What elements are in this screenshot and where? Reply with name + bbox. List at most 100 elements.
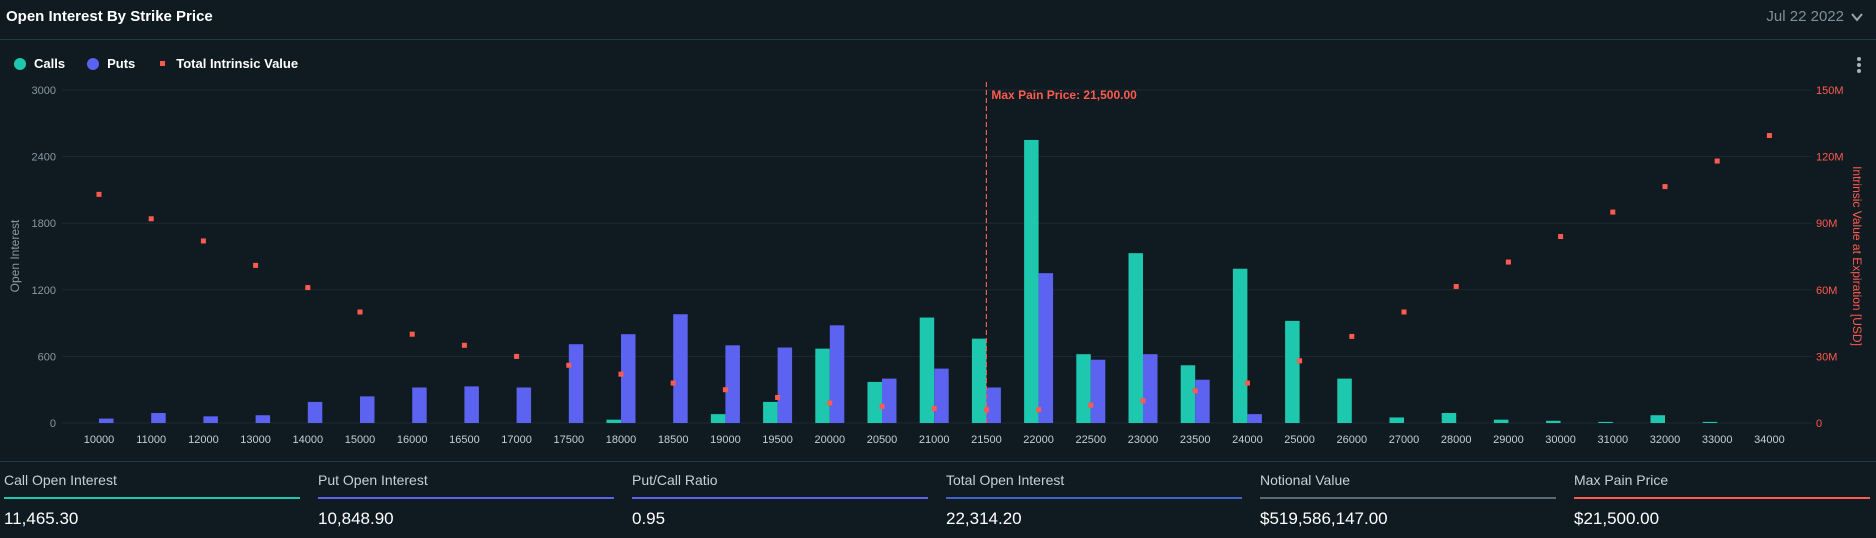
call-bar: [763, 401, 778, 423]
stat-label: Put/Call Ratio: [632, 472, 718, 488]
intrinsic-point: [879, 403, 885, 409]
call-bar: [1128, 253, 1143, 423]
intrinsic-point: [1244, 380, 1250, 386]
chart-title: Open Interest By Strike Price: [6, 8, 213, 25]
put-bar: [99, 418, 114, 423]
y2-tick-label: 90M: [1816, 218, 1837, 230]
stat-value: 0.95: [632, 509, 666, 528]
call-bar: [1546, 420, 1561, 423]
call-bar: [1024, 139, 1039, 423]
call-bar: [1232, 268, 1248, 423]
max-pain-label: Max Pain Price: 21,500.00: [991, 88, 1137, 102]
stat-underline: [1574, 497, 1870, 499]
x-tick-label: 28000: [1441, 434, 1472, 446]
stat-value: $519,586,147.00: [1260, 509, 1388, 528]
call-bar: [606, 419, 621, 423]
more-options-icon[interactable]: [1856, 57, 1862, 75]
stat-underline: [632, 497, 928, 499]
x-tick-label: 16000: [397, 434, 428, 446]
x-tick-label: 10000: [84, 434, 115, 446]
y2-tick-label: 120M: [1816, 152, 1844, 164]
x-tick-label: 27000: [1389, 434, 1420, 446]
x-tick-label: 22000: [1023, 434, 1054, 446]
put-bar: [1090, 359, 1106, 423]
intrinsic-point: [253, 262, 259, 268]
x-tick-label: 26000: [1337, 434, 1368, 446]
intrinsic-point: [1714, 158, 1720, 164]
stat-call-open-interest: Call Open Interest 11,465.30: [4, 462, 300, 538]
intrinsic-point: [1036, 407, 1042, 413]
y-axis-label: Open Interest: [8, 219, 22, 292]
stat-label: Put Open Interest: [318, 472, 428, 488]
stat-label: Total Open Interest: [946, 472, 1065, 488]
date-selector[interactable]: Jul 22 2022: [1766, 8, 1864, 25]
put-bar: [934, 368, 949, 423]
x-tick-label: 18000: [606, 434, 637, 446]
put-bar: [1143, 354, 1158, 423]
call-bar: [867, 381, 882, 423]
intrinsic-point: [931, 406, 937, 412]
put-bar: [412, 387, 427, 423]
call-bar: [971, 338, 987, 423]
intrinsic-point: [148, 216, 154, 222]
legend-label-calls: Calls: [34, 56, 66, 71]
stat-value: $21,500.00: [1574, 509, 1660, 528]
call-bar: [815, 348, 830, 423]
intrinsic-point: [1610, 209, 1616, 215]
stat-label: Call Open Interest: [4, 472, 117, 488]
y-tick-label: 0: [50, 418, 56, 430]
legend-item-puts[interactable]: Puts: [87, 56, 135, 71]
x-tick-label: 20000: [815, 434, 846, 446]
legend-item-calls[interactable]: Calls: [14, 56, 65, 71]
call-bar: [1702, 421, 1718, 423]
intrinsic-point: [1401, 309, 1407, 315]
call-bar: [1076, 354, 1091, 423]
intrinsic-point: [775, 394, 781, 400]
intrinsic-point: [566, 362, 572, 368]
y-tick-label: 1200: [32, 285, 56, 297]
x-tick-label: 21000: [919, 434, 950, 446]
stat-put-call-ratio: Put/Call Ratio 0.95: [632, 462, 928, 538]
intrinsic-point: [983, 407, 989, 413]
intrinsic-point: [1349, 333, 1355, 339]
x-tick-label: 12000: [188, 434, 219, 446]
intrinsic-point: [1140, 398, 1146, 404]
y-tick-label: 3000: [32, 85, 56, 97]
stat-label: Notional Value: [1260, 472, 1351, 488]
call-bar: [1598, 421, 1613, 423]
chart-legend: Calls Puts Total Intrinsic Value: [14, 56, 298, 71]
intrinsic-point: [200, 238, 206, 244]
stat-value: 11,465.30: [4, 509, 79, 528]
x-tick-label: 17000: [501, 434, 532, 446]
x-tick-label: 14000: [293, 434, 324, 446]
legend-item-intrinsic[interactable]: Total Intrinsic Value: [157, 56, 298, 71]
chart-header: Open Interest By Strike Price Jul 22 202…: [0, 0, 1876, 40]
put-bar: [307, 401, 323, 423]
stat-underline: [318, 497, 614, 499]
intrinsic-point: [1766, 133, 1772, 139]
stat-notional-value: Notional Value $519,586,147.00: [1260, 462, 1556, 538]
put-bar: [516, 387, 532, 423]
x-tick-label: 32000: [1650, 434, 1681, 446]
x-tick-label: 18500: [658, 434, 689, 446]
stat-underline: [4, 497, 300, 499]
y2-tick-label: 30M: [1816, 351, 1837, 363]
call-bar: [1650, 415, 1665, 423]
call-bar: [1493, 419, 1509, 423]
intrinsic-point: [357, 309, 363, 315]
intrinsic-point: [1297, 358, 1303, 364]
chevron-down-icon: [1851, 12, 1863, 22]
x-tick-label: 15000: [345, 434, 376, 446]
y2-tick-label: 0: [1816, 418, 1822, 430]
calls-swatch: [14, 57, 26, 70]
x-tick-label: 13000: [240, 434, 271, 446]
intrinsic-point: [618, 371, 624, 377]
puts-swatch: [87, 57, 100, 70]
x-tick-label: 16500: [449, 434, 480, 446]
put-bar: [568, 344, 584, 423]
intrinsic-point: [1505, 259, 1511, 265]
x-tick-label: 23000: [1128, 434, 1159, 446]
stat-put-open-interest: Put Open Interest 10,848.90: [318, 462, 614, 538]
y2-tick-label: 60M: [1816, 285, 1837, 297]
put-bar: [882, 378, 897, 423]
